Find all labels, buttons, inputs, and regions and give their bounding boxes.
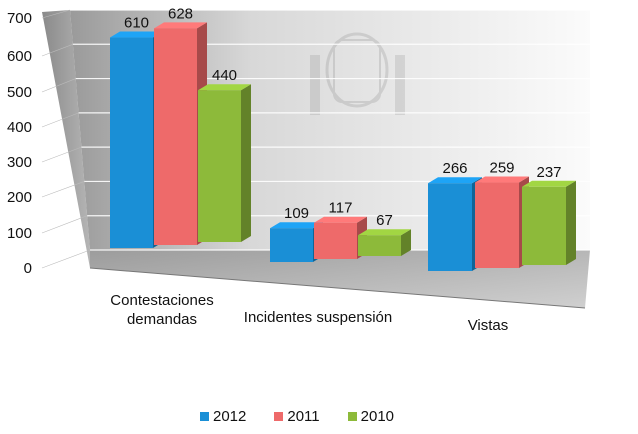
- side-wall: [42, 10, 90, 268]
- data-label: 440: [212, 67, 237, 84]
- bar-top: [358, 229, 411, 236]
- gridline-side: [41, 249, 91, 269]
- gridline-side: [41, 44, 73, 57]
- data-label: 109: [284, 205, 309, 222]
- legend-swatch: [200, 412, 209, 421]
- bar-front: [475, 182, 519, 268]
- bar-front: [522, 186, 566, 265]
- bar-front: [154, 28, 197, 246]
- y-tick-label: 400: [7, 119, 32, 136]
- category-label: Incidentes suspensión: [244, 309, 392, 326]
- bar-top: [475, 176, 529, 183]
- y-tick-label: 500: [7, 84, 32, 101]
- gridline-side: [41, 112, 79, 128]
- legend: 2012 2011 2010: [200, 408, 394, 425]
- bar-front: [428, 183, 472, 271]
- y-tick-label: 700: [7, 10, 32, 27]
- bar-front: [358, 235, 401, 256]
- bar-top: [270, 222, 323, 229]
- bar: [475, 176, 529, 268]
- legend-swatch: [274, 412, 284, 421]
- floor-edge: [89, 267, 586, 309]
- y-tick-label: 600: [7, 48, 32, 65]
- y-axis-ticks: 0 100 200 300 400 500 600 700: [7, 10, 32, 277]
- coat-of-arms-watermark: [310, 32, 405, 115]
- bar: [198, 84, 251, 242]
- bar-front: [270, 228, 313, 262]
- data-label: 259: [489, 160, 514, 177]
- data-label: 628: [168, 5, 193, 22]
- legend-item: 2010: [347, 408, 395, 425]
- data-label: 117: [329, 200, 353, 217]
- gridline-side: [41, 9, 71, 19]
- y-tick-label: 0: [24, 260, 32, 277]
- bar: [522, 180, 576, 265]
- gridline-side: [41, 215, 88, 234]
- bar-top: [198, 84, 251, 91]
- y-tick-label: 300: [7, 154, 32, 171]
- y-tick-label: 100: [7, 225, 32, 242]
- legend-item: 2012: [200, 408, 246, 425]
- legend-swatch: [347, 412, 357, 421]
- gridline-side: [41, 181, 85, 198]
- bar-front: [314, 222, 357, 259]
- bar: [428, 177, 482, 271]
- bar-side: [241, 84, 251, 242]
- bar-front: [198, 90, 241, 242]
- data-labels: 610 628 440 109 117 67 266 259 237: [124, 5, 562, 229]
- data-label: 237: [536, 164, 561, 181]
- bar-top: [522, 180, 576, 187]
- data-label: 67: [376, 212, 393, 229]
- gridline-side: [41, 78, 76, 93]
- gridline-side: [41, 146, 82, 163]
- data-label: 610: [124, 15, 149, 32]
- bar-side: [401, 229, 411, 256]
- bar: [358, 229, 411, 256]
- category-labels: Contestaciones demandas Incidentes suspens…: [110, 292, 508, 334]
- legend-label: 2012: [213, 408, 247, 425]
- bar-front: [110, 37, 153, 248]
- legend-item: 2011: [274, 408, 320, 425]
- bar-side: [566, 180, 576, 265]
- bars: [110, 22, 576, 271]
- category-label: demandas: [127, 311, 197, 328]
- y-tick-label: 200: [7, 189, 32, 206]
- category-label: Vistas: [468, 317, 509, 334]
- category-label: Contestaciones: [110, 292, 213, 309]
- data-label: 266: [442, 160, 467, 177]
- bar-top: [428, 177, 482, 184]
- legend-label: 2010: [360, 408, 395, 425]
- bar: [314, 216, 367, 259]
- bar-top: [314, 216, 367, 223]
- bar-top: [110, 31, 163, 38]
- legend-label: 2011: [287, 408, 320, 425]
- bar-top: [154, 22, 207, 29]
